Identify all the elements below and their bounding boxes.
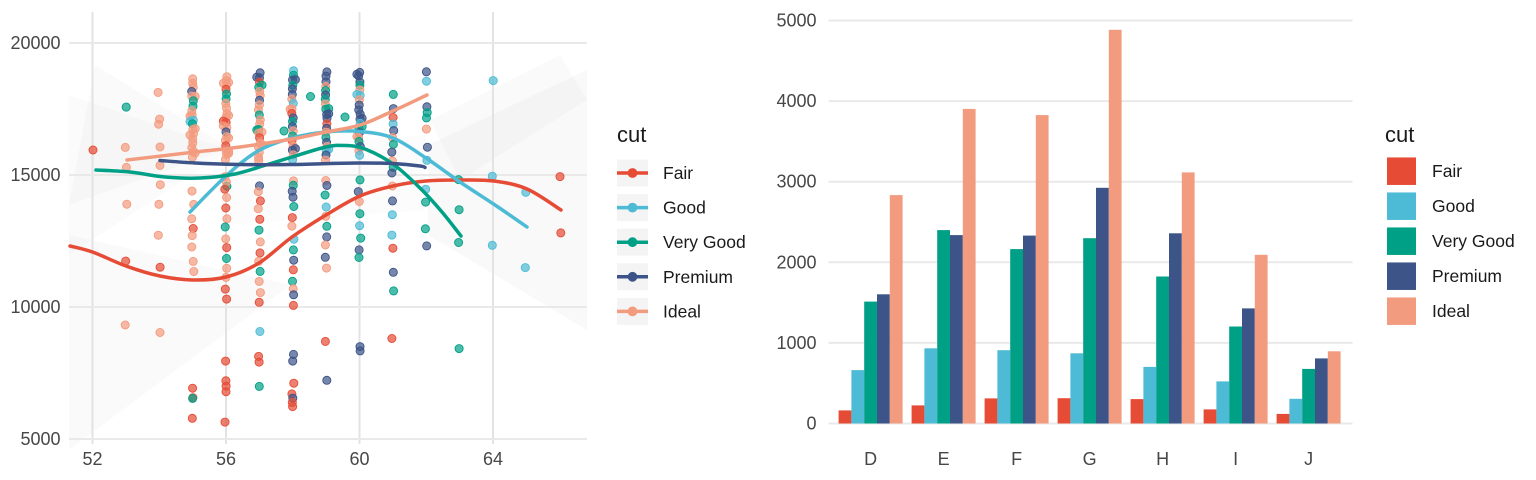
svg-text:20000: 20000 <box>10 33 60 53</box>
svg-text:Ideal: Ideal <box>663 301 701 321</box>
svg-text:Very Good: Very Good <box>663 232 746 252</box>
svg-text:5000: 5000 <box>20 429 60 449</box>
svg-text:Good: Good <box>663 198 706 218</box>
svg-text:52: 52 <box>82 449 102 469</box>
svg-text:15000: 15000 <box>10 165 60 185</box>
svg-text:H: H <box>1156 449 1169 469</box>
svg-text:Premium: Premium <box>663 267 733 287</box>
svg-text:I: I <box>1233 449 1238 469</box>
svg-text:1000: 1000 <box>776 333 816 353</box>
svg-text:E: E <box>938 449 950 469</box>
svg-text:2000: 2000 <box>776 252 816 272</box>
svg-text:D: D <box>864 449 877 469</box>
svg-text:60: 60 <box>349 449 369 469</box>
svg-text:G: G <box>1083 449 1097 469</box>
svg-text:3000: 3000 <box>776 172 816 192</box>
svg-text:56: 56 <box>216 449 236 469</box>
svg-text:Ideal: Ideal <box>1432 301 1470 321</box>
svg-text:10000: 10000 <box>10 297 60 317</box>
svg-text:F: F <box>1011 449 1022 469</box>
svg-text:Very Good: Very Good <box>1432 231 1515 251</box>
svg-text:cut: cut <box>617 122 646 147</box>
svg-text:Fair: Fair <box>1432 161 1462 181</box>
svg-text:Fair: Fair <box>663 163 693 183</box>
svg-text:64: 64 <box>483 449 503 469</box>
svg-text:5000: 5000 <box>776 11 816 31</box>
svg-text:4000: 4000 <box>776 91 816 111</box>
svg-text:cut: cut <box>1385 122 1414 147</box>
svg-text:0: 0 <box>806 414 816 434</box>
svg-text:J: J <box>1304 449 1313 469</box>
svg-text:Premium: Premium <box>1432 266 1502 286</box>
svg-text:Good: Good <box>1432 196 1475 216</box>
